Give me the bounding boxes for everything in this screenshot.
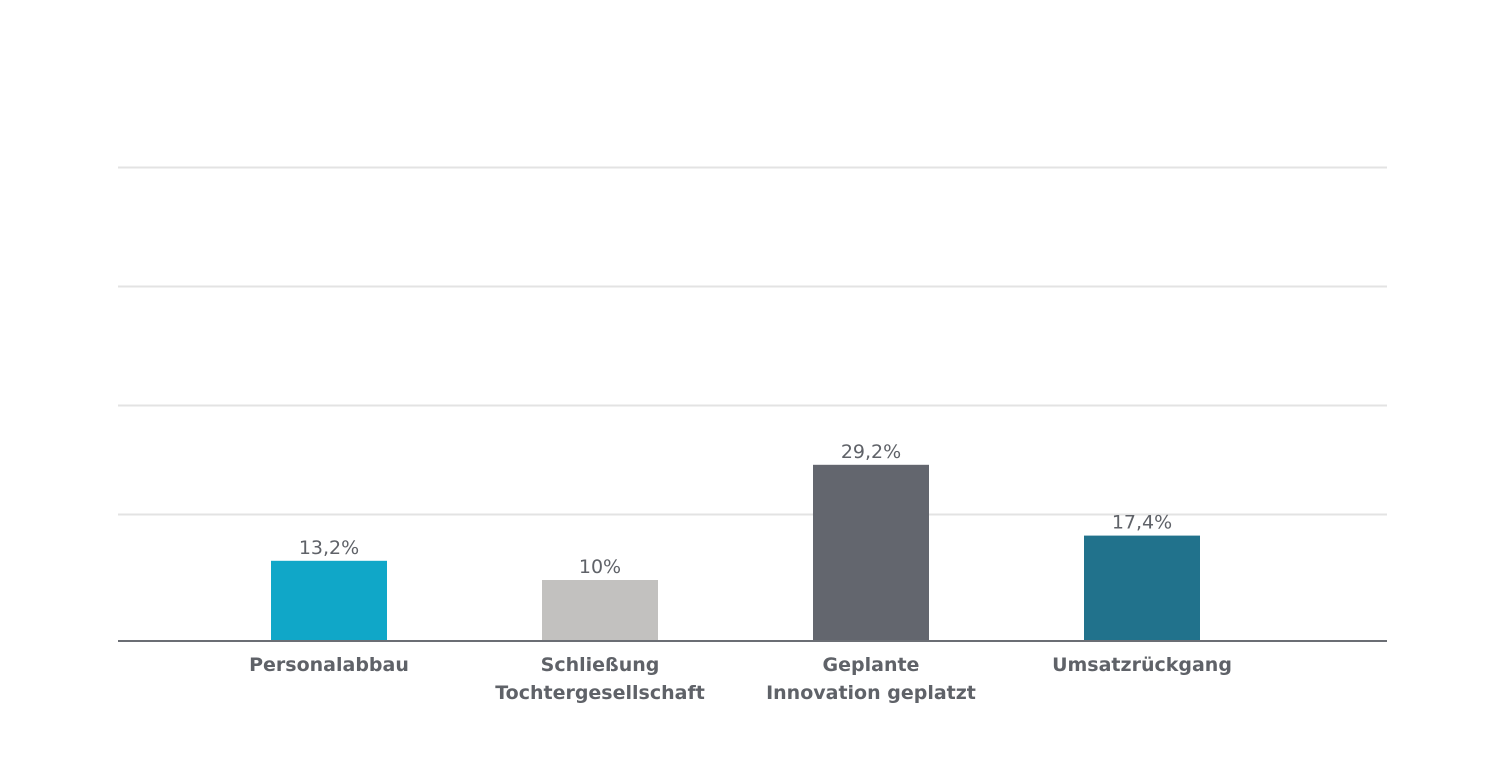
bar xyxy=(1084,535,1200,640)
bar xyxy=(542,580,658,640)
x-tick-label: Geplante xyxy=(823,654,920,676)
data-label: 10% xyxy=(579,556,621,578)
bar xyxy=(813,464,929,640)
data-label: 17,4% xyxy=(1112,512,1172,534)
bar xyxy=(271,560,387,640)
x-tick-label: Schließung xyxy=(541,654,660,676)
data-label: 13,2% xyxy=(299,537,359,559)
x-tick-label: Tochtergesellschaft xyxy=(495,682,705,704)
x-tick-label: Innovation geplatzt xyxy=(766,682,976,704)
x-tick-label: Personalabbau xyxy=(249,654,409,676)
data-label: 29,2% xyxy=(841,441,901,463)
bars: 13,2% Personalabbau 10% Schließung Tochterge… xyxy=(249,441,1232,704)
x-tick-label: Umsatzrückgang xyxy=(1052,654,1232,676)
gridlines xyxy=(118,166,1387,516)
